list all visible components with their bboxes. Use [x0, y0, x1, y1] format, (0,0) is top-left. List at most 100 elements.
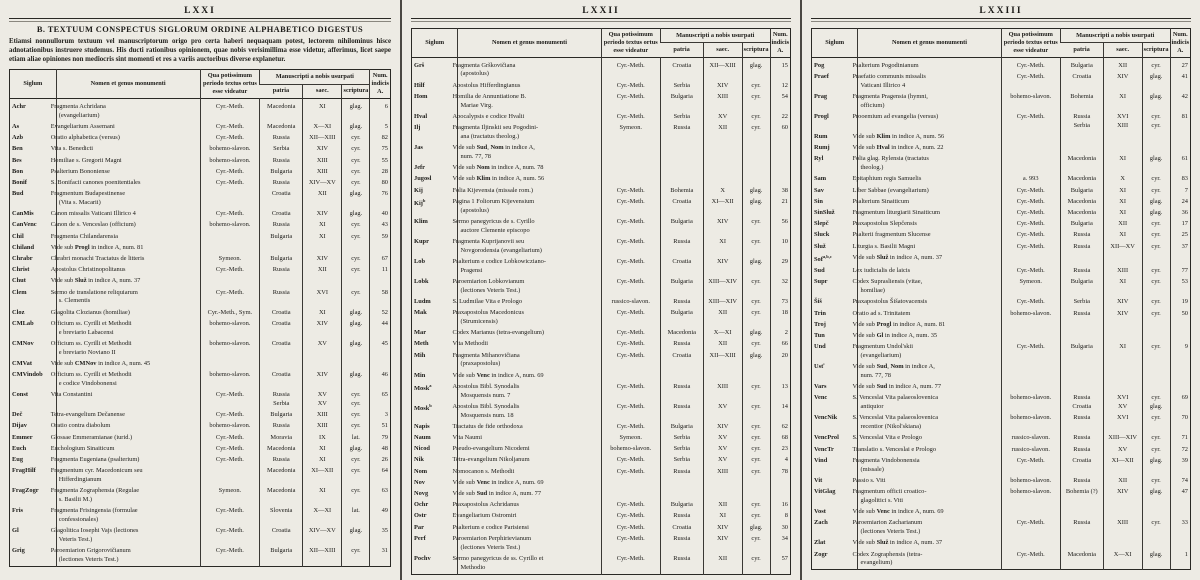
cell-scriptura: cyr. [741, 307, 771, 328]
cell-scriptura: glag. [741, 327, 771, 340]
cell-siglum: Grig [12, 547, 25, 555]
cell-siglum: Klim [414, 217, 428, 225]
cell-nomen: Euchologium Sinaiticum [51, 443, 200, 455]
cell-scriptura: cyr. [741, 533, 771, 554]
cell-periodo [199, 231, 260, 243]
cell-num: 61 [1169, 154, 1191, 175]
cell-num: 47 [1169, 486, 1191, 507]
cell-periodo: Cyr.-Meth. [600, 533, 661, 554]
cell-scriptura: glag. [741, 522, 771, 534]
cell-patria: Serbia [659, 80, 704, 92]
cell-nomen: Folia glag. Rylensia (tractatus theolog.) [852, 154, 1001, 175]
cell-siglum: Bonif [12, 178, 27, 186]
cell-saec: XI [302, 98, 342, 122]
table-row: Venc S. Venceslai Vita palaeoslovenica ant… [812, 393, 1191, 414]
cell-siglum: Nov [414, 478, 426, 486]
cell-periodo: Cyr.-Meth. [600, 381, 661, 402]
table-row: Kijb Pagina 1 Foliorum Kijevensium (aposto… [412, 196, 791, 217]
cell-saec: XIII—XIV [702, 276, 743, 297]
cell-saec: XI—XII [1102, 455, 1143, 476]
cell-num: 45 [369, 338, 391, 359]
cell-num: 77 [1169, 265, 1191, 278]
cell-saec: XIII [302, 421, 342, 433]
table-row: Bonif S. Bonifacii canones poenitentiales… [10, 177, 391, 189]
cell-saec: XI [702, 511, 743, 523]
cell-scriptura [341, 358, 370, 370]
cell-siglum: Sam [814, 175, 827, 183]
cell-scriptura: cyr. [1141, 241, 1171, 253]
cell-nomen: Epitaphium regis Samuelis [852, 174, 1001, 186]
cell-patria: Russia [259, 220, 303, 232]
cell-siglum: Jefr [414, 164, 425, 172]
cell-periodo [1000, 154, 1061, 175]
cell-siglum: Sav [814, 186, 824, 194]
col-header-manuscripti: Manuscripti a nobis usurpati [1059, 28, 1171, 43]
table-row: Ochr Praxapostolus Achridanus Cyr.-Meth. Bu… [412, 500, 791, 512]
cell-saec: XIV [702, 256, 743, 277]
cell-num: 80 [369, 177, 391, 189]
cell-saec [1102, 361, 1143, 382]
cell-num: 18 [769, 307, 791, 328]
cell-scriptura: cyr. [341, 287, 370, 308]
cell-periodo: Cyr.-Meth. [199, 526, 260, 547]
table-row: Pochv Sermo panegyricus de ss. Cyrillo et… [412, 553, 791, 575]
cell-scriptura [1141, 381, 1171, 394]
col-header-saec: saec. [1102, 42, 1143, 58]
cell-periodo: bohemo-slavon. [1000, 308, 1061, 320]
header-rule [811, 18, 1191, 22]
cell-scriptura: cyr. [341, 253, 370, 266]
table-row: Moskb Apostolus Bibl. Synodalis Mosquensis… [412, 401, 791, 422]
cell-siglum: Cloz [12, 308, 25, 316]
cell-siglum: Služ [814, 242, 826, 250]
table-row: Tun Vide sub Gl in indice A, num. 35 [812, 330, 1191, 342]
cell-num: 44 [369, 318, 391, 339]
table-row: Zlat Vide sub Služ in indice A, num. 37 [812, 538, 1191, 550]
cell-nomen: Officium ss. Cyrilli et Methodii e codice… [51, 369, 200, 390]
cell-periodo [199, 466, 260, 487]
table-row: Grš Fragmenta Grškovičiana (apostolus) Cyr.… [412, 57, 791, 81]
cell-saec: X [1102, 174, 1143, 186]
cell-saec: XIV [702, 533, 743, 554]
cell-periodo: Cyr.-Meth. [199, 177, 260, 189]
cell-num: 59 [369, 231, 391, 243]
cell-siglum: Const [12, 391, 28, 399]
cell-nomen: Psalterium Bononiense [51, 166, 200, 178]
cell-siglum: Lobk [414, 277, 429, 285]
cell-saec [1102, 506, 1143, 519]
cell-nomen: Apostolus Bibl. Synodalis Mosquensis num.… [452, 401, 601, 422]
cell-patria: Croatia [659, 522, 704, 534]
cell-num [1169, 538, 1191, 550]
table-row: Bon Psalterium Bononiense Cyr.-Meth. Bulgar… [10, 166, 391, 178]
cell-patria [1059, 381, 1104, 394]
cell-num: 29 [769, 256, 791, 277]
cell-periodo: bohemo-slavon. [1000, 475, 1061, 487]
cell-num: 67 [369, 253, 391, 266]
table-row: FragHilf Fragmentum cyr. Macedonicum seu H… [10, 466, 391, 487]
cell-nomen: Pagina 1 Foliorum Kijevensium (apostolus) [452, 196, 601, 217]
table-row: Vars Vide sub Sud in indice A, num. 77 [812, 381, 1191, 394]
col-header-nomen: Nomen et genus monumenti [55, 69, 200, 99]
table-head: Siglum Nomen et genus monumenti Qua poti… [411, 28, 791, 58]
cell-siglum: Ilj [414, 124, 421, 132]
cell-nomen: Vide sub Nom in indice A, num. 78 [452, 162, 601, 175]
cell-num: 55 [369, 155, 391, 167]
cell-periodo [1000, 538, 1061, 550]
cell-patria [259, 242, 303, 254]
cell-num: 70 [1169, 413, 1191, 434]
cell-siglum: Hval [414, 112, 428, 120]
cell-num: 12 [769, 80, 791, 92]
cell-siglum: Dijav [12, 422, 27, 430]
cell-saec: XVI XV [1102, 393, 1143, 414]
cell-saec [1102, 142, 1143, 155]
cell-num: 3 [369, 409, 391, 422]
cell-periodo [1000, 319, 1061, 331]
cell-scriptura [1141, 506, 1171, 519]
table-row: CMVindob Officium ss. Cyrilli et Methodii… [10, 369, 391, 390]
cell-patria: Russia [1059, 230, 1104, 242]
table-row: Ryl Folia glag. Rylensia (tractatus theolo… [812, 154, 1191, 175]
cell-nomen: Oratio contra diabolum [51, 421, 200, 433]
cell-nomen: Fragmenta Achridana (evangeliarium) [51, 98, 200, 122]
col-header-manuscripti: Manuscripti a nobis usurpati [659, 28, 771, 43]
table-row: Vind Fragmenta Vindobonensia (missale) Cyr.… [812, 455, 1191, 476]
cell-num: 72 [1169, 444, 1191, 456]
